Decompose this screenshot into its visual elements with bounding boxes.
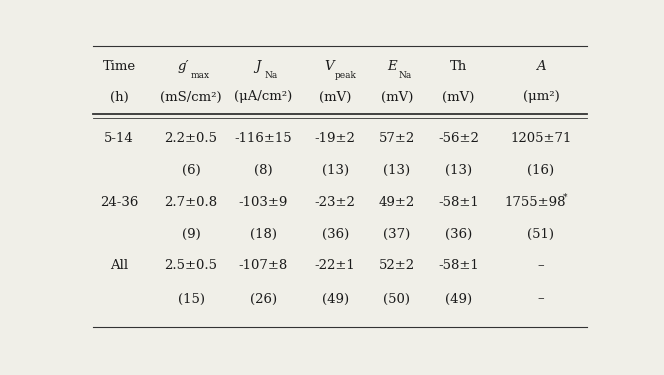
Text: (mV): (mV) — [380, 90, 413, 104]
Text: Time: Time — [102, 60, 135, 73]
Text: 1755±98: 1755±98 — [504, 196, 566, 209]
Text: (μA/cm²): (μA/cm²) — [234, 90, 292, 104]
Text: (18): (18) — [250, 228, 277, 241]
Text: -103±9: -103±9 — [238, 196, 288, 209]
Text: J: J — [255, 60, 261, 73]
Text: -116±15: -116±15 — [234, 132, 292, 146]
Text: (49): (49) — [321, 292, 349, 306]
Text: (h): (h) — [110, 90, 128, 104]
Text: Na: Na — [265, 71, 278, 80]
Text: (26): (26) — [250, 292, 277, 306]
Text: -107±8: -107±8 — [238, 260, 288, 272]
Text: (36): (36) — [445, 228, 472, 241]
Text: 49±2: 49±2 — [378, 196, 415, 209]
Text: 1205±71: 1205±71 — [511, 132, 572, 146]
Text: 2.7±0.8: 2.7±0.8 — [165, 196, 218, 209]
Text: 57±2: 57±2 — [378, 132, 415, 146]
Text: –: – — [538, 292, 544, 306]
Text: (51): (51) — [527, 228, 554, 241]
Text: (37): (37) — [383, 228, 410, 241]
Text: -23±2: -23±2 — [315, 196, 356, 209]
Text: (μm²): (μm²) — [523, 90, 559, 104]
Text: 52±2: 52±2 — [379, 260, 415, 272]
Text: All: All — [110, 260, 128, 272]
Text: Th: Th — [450, 60, 467, 73]
Text: (36): (36) — [321, 228, 349, 241]
Text: -58±1: -58±1 — [438, 260, 479, 272]
Text: V: V — [324, 60, 334, 73]
Text: E: E — [387, 60, 396, 73]
Text: (mV): (mV) — [442, 90, 475, 104]
Text: (13): (13) — [321, 164, 349, 177]
Text: 2.2±0.5: 2.2±0.5 — [165, 132, 218, 146]
Text: (6): (6) — [182, 164, 201, 177]
Text: -19±2: -19±2 — [315, 132, 356, 146]
Text: max: max — [191, 71, 210, 80]
Text: *: * — [563, 193, 568, 202]
Text: (50): (50) — [383, 292, 410, 306]
Text: -56±2: -56±2 — [438, 132, 479, 146]
Text: (49): (49) — [445, 292, 472, 306]
Text: (mS/cm²): (mS/cm²) — [160, 90, 222, 104]
Text: (15): (15) — [177, 292, 205, 306]
Text: –: – — [538, 260, 544, 272]
Text: -58±1: -58±1 — [438, 196, 479, 209]
Text: (mV): (mV) — [319, 90, 351, 104]
Text: (9): (9) — [182, 228, 201, 241]
Text: g′: g′ — [177, 60, 189, 73]
Text: 2.5±0.5: 2.5±0.5 — [165, 260, 218, 272]
Text: peak: peak — [335, 71, 357, 80]
Text: A: A — [537, 60, 546, 73]
Text: Na: Na — [398, 71, 412, 80]
Text: 24-36: 24-36 — [100, 196, 138, 209]
Text: -22±1: -22±1 — [315, 260, 355, 272]
Text: (13): (13) — [445, 164, 472, 177]
Text: (16): (16) — [527, 164, 554, 177]
Text: (13): (13) — [383, 164, 410, 177]
Text: 5-14: 5-14 — [104, 132, 134, 146]
Text: (8): (8) — [254, 164, 272, 177]
